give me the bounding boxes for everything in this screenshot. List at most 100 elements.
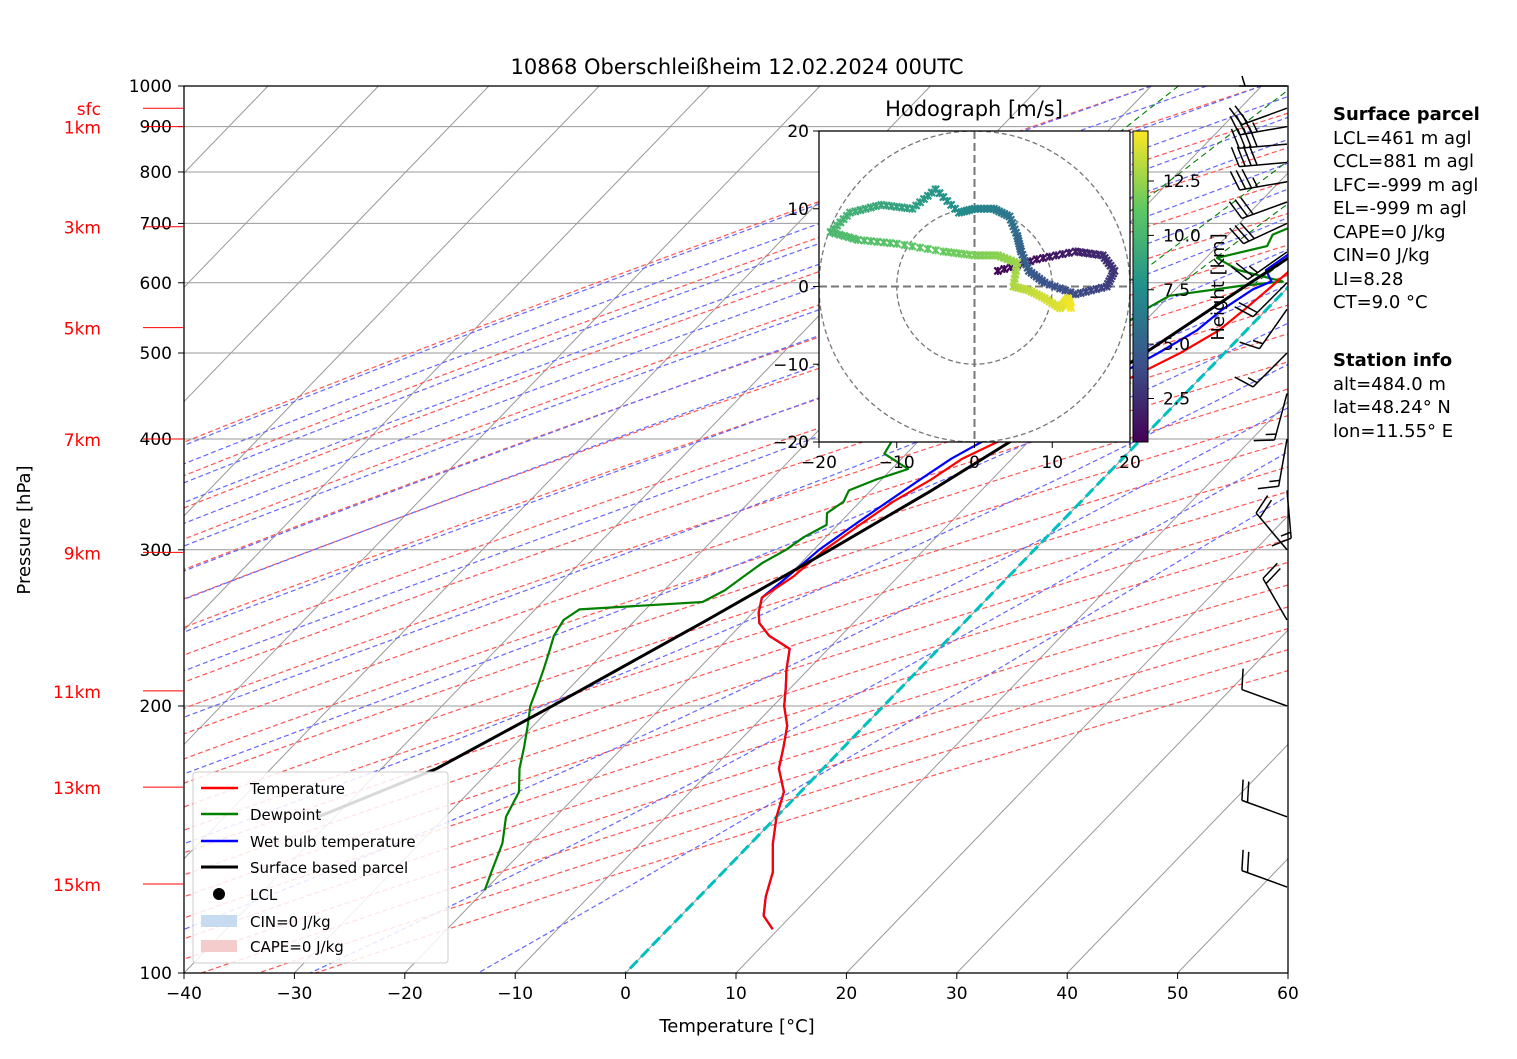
wind-barbs [1228,75,1292,888]
parcel-ct: CT=9.0 °C [1333,292,1428,313]
height-label: 5km [64,320,101,340]
hodograph-point [923,244,933,254]
y-tick-label: 800 [140,163,172,183]
hodograph-x-tick-label: 20 [1119,453,1141,473]
y-tick-label: 600 [140,274,172,294]
x-tick-label: 10 [725,984,747,1004]
hodograph-title: Hodograph [m/s] [885,97,1063,121]
wind-barb [1229,222,1288,245]
mixing-ratio-line [1126,160,1288,284]
legend-box [192,771,449,964]
moist-adiabat [184,322,1288,775]
chart-title: 10868 Oberschleißheim 12.02.2024 00UTC [511,55,964,79]
moist-adiabat [309,451,1288,973]
hodograph-point [1045,252,1054,261]
y-tick-label: 1000 [129,77,172,97]
legend-cape-swatch [201,940,237,952]
surface-parcel-heading: Surface parcel [1333,104,1480,125]
lcl-point [1486,120,1499,133]
dry-adiabat [184,440,1288,808]
dry-adiabat [184,361,1288,735]
hodograph-x-tick-label: −20 [801,453,837,473]
height-label: 1km [64,119,101,139]
isotherm-line [956,629,1288,973]
dry-adiabat [184,274,1288,656]
moist-adiabat [184,138,1288,547]
x-tick-label: 0 [620,984,631,1004]
wind-barb [1257,438,1288,490]
isotherm-line [184,86,600,517]
colorbar-tick-label: 2.5 [1163,390,1190,410]
hodograph-point [860,236,869,245]
colorbar-tick-label: 12.5 [1163,172,1201,192]
height-label: 7km [64,431,101,451]
hodograph-trace [826,185,1119,313]
y-tick-label: 400 [140,430,172,450]
station-info-heading: Station info [1333,350,1453,371]
hodograph-y-tick-label: 20 [787,122,809,142]
hodograph-point [1050,282,1060,291]
wind-barb [1230,145,1288,168]
x-tick-label: −20 [387,984,423,1004]
parcel-cin: CIN=0 J/kg [1333,245,1430,266]
hodograph-x-tick-label: 0 [969,453,980,473]
y-tick-label: 300 [140,541,172,561]
y-tick-label: 900 [140,118,172,138]
hodograph-point [908,242,917,251]
colorbar-tick-label: 10.0 [1163,226,1201,246]
hodograph-point [1032,255,1041,264]
hodograph-point [1066,303,1076,313]
y-axis-ticks: 100 200 300 400 500 600 700 800 900 1000 [129,77,184,984]
colorbar-tick-label: 7.5 [1163,281,1190,301]
hodograph-point [1071,289,1080,299]
hodograph-point [931,245,940,255]
legend-wetbulb-label: Wet bulb temperature [250,833,416,851]
parcel-li: LI=8.28 [1333,268,1404,290]
x-tick-label: −40 [166,984,202,1004]
y-axis-label: Pressure [hPa] [14,465,35,594]
isotherm-line [846,515,1288,973]
y-tick-label: 500 [140,344,172,364]
x-tick-label: −10 [497,984,533,1004]
height-label: 13km [53,779,101,799]
x-axis-label: Temperature [°C] [658,1016,814,1037]
moist-adiabat [184,407,1288,931]
wind-barb [1241,849,1288,888]
moist-adiabat [184,284,1288,718]
hodograph-x-tick-label: 10 [1041,453,1063,473]
x-tick-label: 20 [836,984,858,1004]
x-tick-label: 50 [1167,984,1189,1004]
station-info-panel: Station info alt=484.0 m lat=48.24° N lo… [1333,349,1453,443]
height-label: 9km [64,544,101,564]
parcel-el: EL=-999 m agl [1333,198,1467,219]
freezing-isotherm [624,285,1288,973]
hodograph-point [915,243,925,252]
mixing-ratio-line [1182,203,1288,284]
x-axis-ticks: −40 −30 −20 −10 0 10 20 30 40 50 60 [166,973,1299,1004]
dry-adiabat [184,584,1288,940]
isotherm-line [735,400,1288,973]
wind-barb [1262,562,1288,621]
isotherm-line [1066,743,1288,973]
wind-barb [1230,127,1288,150]
hodograph-point [1000,264,1009,274]
station-alt: alt=484.0 m [1333,373,1446,395]
colorbar-ticks: 2.5 5.0 7.5 10.0 12.5 [1148,172,1201,410]
station-lat: lat=48.24° N [1333,397,1451,418]
wind-barb [1241,668,1288,707]
isotherm-line [184,86,490,403]
moist-adiabat [184,116,1288,524]
colorbar-label: Height [km] [1208,233,1229,340]
legend-cape-label: CAPE=0 J/kg [250,938,344,956]
hodograph-point [892,239,902,249]
isotherm-line [184,86,379,289]
hodograph-point [1051,251,1061,260]
height-label: sfc [77,100,101,120]
y-tick-label: 700 [140,214,172,234]
wind-barb [1239,308,1288,350]
wind-barb [1230,251,1288,281]
dry-adiabat [184,112,1288,509]
legend-dewpoint-label: Dewpoint [250,806,321,824]
hodograph-point [866,236,876,246]
